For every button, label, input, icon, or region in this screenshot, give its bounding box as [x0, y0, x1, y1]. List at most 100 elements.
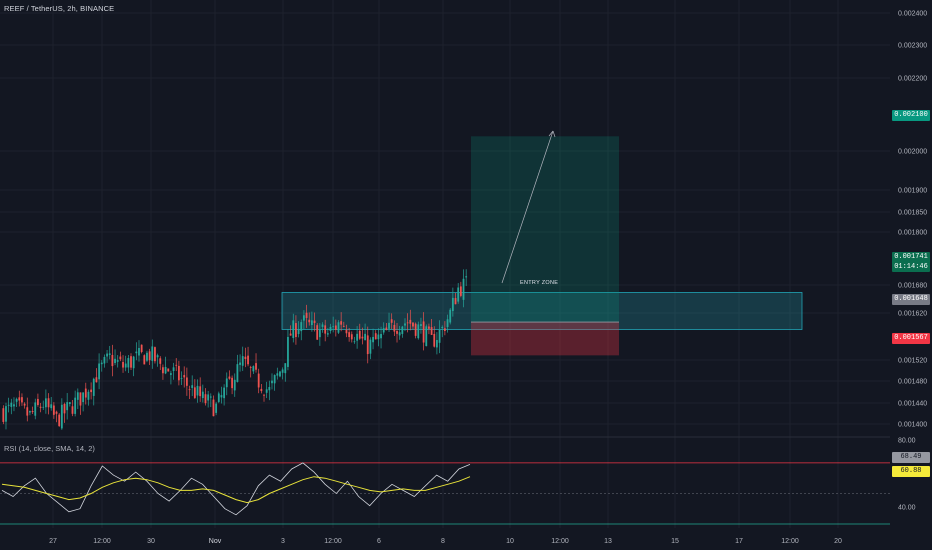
candle-body: [143, 355, 146, 365]
candle-body: [337, 322, 340, 333]
candle-body: [111, 354, 114, 367]
candle-body: [241, 356, 244, 366]
time-axis-label: 20: [834, 538, 842, 545]
candle-body: [406, 322, 409, 324]
candle-body: [177, 365, 180, 381]
candle-body: [329, 326, 332, 331]
candle-body: [119, 356, 122, 360]
candle-body: [231, 377, 233, 389]
symbol-title: REEF / TetherUS, 2h, BINANCE: [4, 4, 115, 13]
candle-body: [217, 393, 220, 402]
candle-body: [324, 325, 327, 334]
candle-body: [404, 323, 406, 326]
rsi-axis-label: 40.00: [898, 505, 916, 512]
candle-body: [13, 404, 15, 407]
time-axis-label: 12:00: [93, 538, 111, 545]
rsi-indicator-title[interactable]: RSI (14, close, SMA, 14, 2): [4, 444, 95, 453]
candle-body: [207, 394, 210, 401]
candle-body: [422, 321, 425, 343]
candle-body: [382, 328, 385, 333]
candle-body: [127, 358, 130, 368]
candle-body: [350, 334, 353, 340]
candle-body: [255, 363, 257, 370]
candle-body: [79, 392, 82, 406]
price-axis-label: 0.001850: [898, 210, 927, 217]
candle-body: [90, 389, 93, 393]
candle-body: [295, 323, 297, 338]
candle-body: [2, 408, 5, 422]
candle-body: [135, 351, 138, 354]
candle-body: [74, 397, 77, 414]
candle-body: [412, 322, 414, 327]
candle-body: [140, 344, 143, 352]
candle-body: [271, 380, 273, 384]
candle-body: [441, 327, 444, 329]
candle-body: [249, 367, 252, 368]
candle-body: [58, 414, 61, 427]
candle-body: [60, 404, 63, 429]
candle-body: [114, 358, 116, 364]
candle-body: [451, 297, 454, 312]
rsi-value-tag: 68.49: [892, 452, 930, 463]
candle-body: [334, 325, 337, 330]
rsi-ma-value-tag: 60.88: [892, 466, 930, 477]
candle-body: [156, 355, 159, 358]
candle-body: [122, 361, 124, 368]
price-axis-label: 0.002000: [898, 149, 927, 156]
candle-body: [268, 387, 271, 391]
candle-body: [353, 341, 356, 343]
candle-body: [361, 336, 364, 339]
candle-body: [170, 373, 172, 375]
time-axis-label: 27: [49, 538, 57, 545]
candle-body: [95, 377, 98, 383]
axis-labels: 0.002400 0.002300 0.002200 0.002000 0.001900…: [49, 11, 927, 546]
candle-body: [438, 329, 441, 343]
candle-body: [124, 363, 127, 368]
candle-body: [148, 351, 151, 361]
target-arrow: [501, 130, 556, 284]
candle-body: [116, 360, 119, 362]
candle-body: [29, 411, 31, 413]
candle-body: [364, 333, 366, 341]
candle-body: [191, 385, 194, 388]
candle-body: [236, 364, 239, 382]
candle-body: [454, 298, 457, 305]
candle-body: [316, 325, 319, 340]
rsi-line: [1, 462, 471, 516]
candle-body: [374, 333, 377, 340]
price-axis-label: 0.002300: [898, 43, 927, 50]
price-axis-label: 0.001900: [898, 188, 927, 195]
candle-body: [342, 325, 345, 327]
entry-price-tag: 0.001648: [892, 294, 930, 305]
target-zone-box: [471, 136, 619, 323]
price-axis-label: 0.002200: [898, 76, 927, 83]
candle-body: [223, 387, 226, 399]
position-zones: [281, 136, 803, 356]
time-axis-label: 17: [735, 538, 743, 545]
candle-body: [356, 333, 359, 341]
price-axis-label: 0.001400: [898, 422, 927, 429]
candle-body: [228, 376, 231, 379]
candle-body: [409, 319, 412, 324]
candle-body: [201, 391, 204, 399]
candle-body: [358, 330, 361, 339]
candle-body: [63, 403, 66, 414]
candle-body: [462, 278, 465, 300]
candle-body: [281, 369, 284, 373]
candle-body: [106, 353, 108, 357]
candle-body: [138, 347, 140, 356]
last-price-tag: 0.001741 01:14:46: [892, 252, 930, 272]
time-axis-label: 12:00: [781, 538, 799, 545]
candle-body: [87, 391, 90, 400]
time-axis-label: 8: [441, 538, 445, 545]
candle-body: [100, 362, 103, 365]
candle-body: [92, 378, 95, 396]
time-axis-label: 30: [147, 538, 155, 545]
candle-body: [252, 366, 255, 372]
candle-body: [239, 362, 241, 365]
candle-body: [321, 324, 324, 327]
rsi-ma-line: [1, 476, 471, 504]
candle-body: [199, 386, 202, 397]
time-axis-label: 10: [506, 538, 514, 545]
